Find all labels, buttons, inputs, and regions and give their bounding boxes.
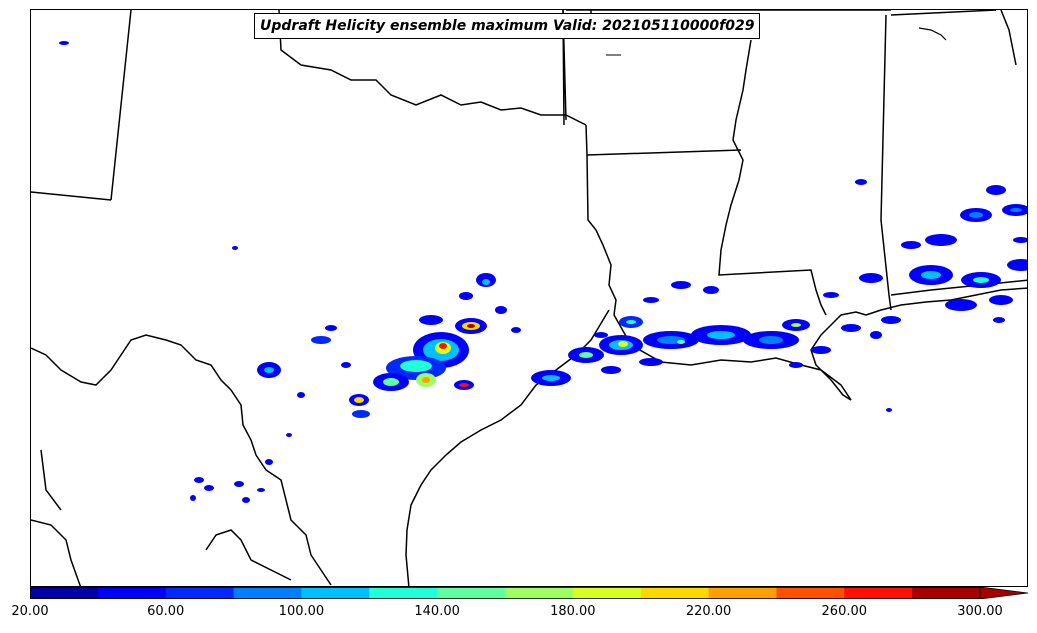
colorbar-segment [30,587,99,599]
colorbar-segment [301,587,370,599]
colorbar-outline [30,587,981,599]
border-ar-la-north [586,149,742,156]
storm-cluster-east [823,179,1027,324]
storm-cluster-central-texas [257,273,521,418]
colorbar-segment [640,587,710,599]
map-canvas [31,10,1027,586]
border-nm-south [31,191,112,201]
colorbar-tick-label: 260.00 [821,604,868,619]
colorbar [30,587,1028,599]
storm-band-gulf-coast [531,281,882,386]
border-mississippi [718,39,827,316]
colorbar-segment [369,587,438,599]
border-mexico-inner [31,519,82,586]
colorbar-segment [233,587,302,599]
colorbar-extend-arrow [979,587,1028,599]
border-ms-al [880,14,892,311]
colorbar-tick-label: 140.00 [414,604,460,619]
border-ga-fl [890,279,1027,296]
colorbar-segment [572,587,642,599]
lake-outline [918,27,947,41]
colorbar-tick-label: 220.00 [685,604,732,619]
colorbar-segment [97,587,167,599]
colorbar-segment [912,587,981,599]
colorbar-segment [708,587,777,599]
border-nm-west [110,10,132,201]
border-rio-grande [31,334,332,586]
coastline-texas [405,309,610,586]
map-title: Updraft Helicity ensemble maximum Valid:… [254,13,761,39]
colorbar-segment [165,587,235,599]
storm-cells [59,41,1027,503]
colorbar-segment [776,587,845,599]
border-al-ga [1000,10,1017,66]
colorbar-segment [505,587,574,599]
colorbar-tick-label: 180.00 [550,604,596,619]
state-borders [31,10,1027,586]
border-mx-state [205,529,292,581]
map-panel [30,9,1028,587]
colorbar-tick-label: 100.00 [278,604,325,619]
colorbar-ticks: 20.00 60.00 100.00 140.00 180.00 220.00 260.00… [0,604,1037,624]
border-ky [890,10,997,16]
colorbar-tick-label: 20.00 [11,604,49,619]
coastline-gulf-east [865,287,1027,316]
colorbar-tick-label: 300.00 [957,604,1003,619]
colorbar-segment [437,587,506,599]
storm-cells-south-texas [59,41,892,503]
border-ok-north [278,10,587,126]
coastline-louisiana [613,311,867,401]
border-mx-coast [40,449,62,511]
colorbar-segment [844,587,913,599]
border-ar-tx [585,124,617,316]
colorbar-tick-label: 60.00 [147,604,185,619]
